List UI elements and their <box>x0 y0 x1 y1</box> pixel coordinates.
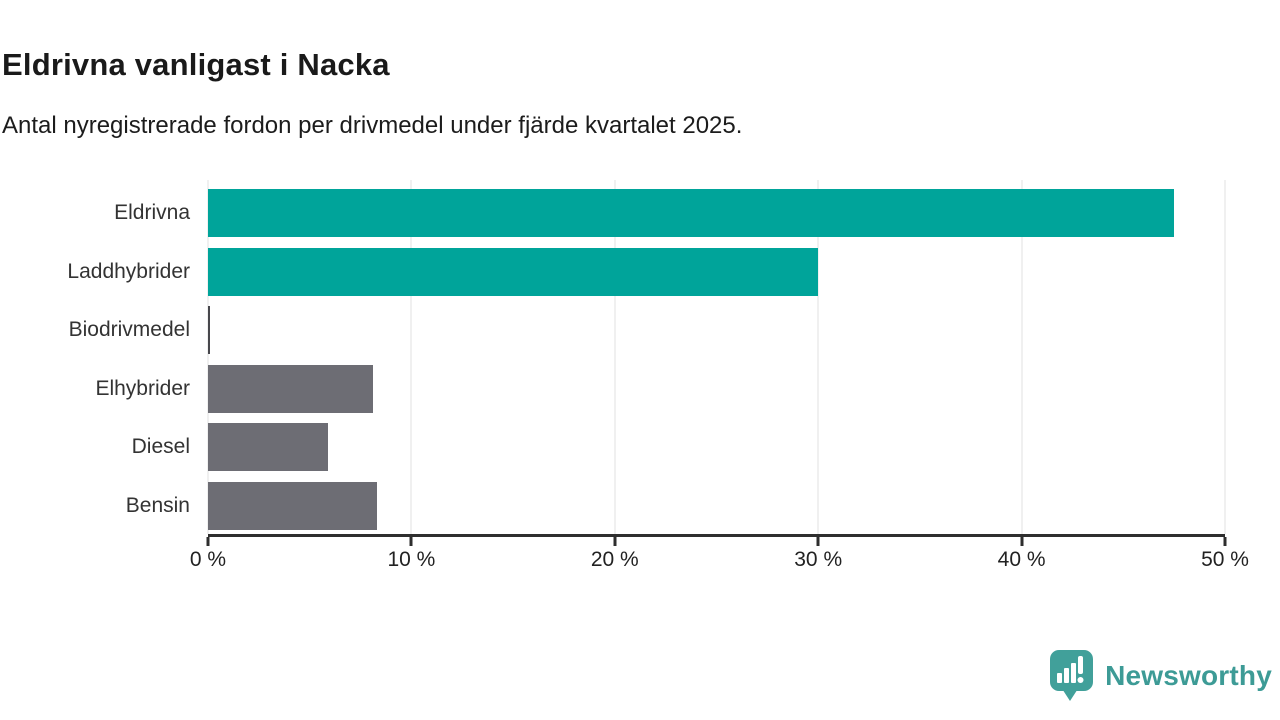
x-axis-tick-label-40: 40 % <box>997 548 1046 571</box>
x-axis-tick-label-0: 0 % <box>189 548 227 571</box>
gridline-20 <box>614 180 616 534</box>
x-axis-tick-labels: 0 % 10 % 20 % 30 % 40 % 50 % <box>0 548 1280 578</box>
gridline-0 <box>207 180 209 534</box>
bar-eldrivna <box>208 189 1175 237</box>
x-axis-tick-40 <box>1020 537 1024 546</box>
gridline-40 <box>1021 180 1023 534</box>
category-label-biodrivmedel: Biodrivmedel <box>68 318 190 342</box>
x-axis-tick-30 <box>816 537 820 546</box>
gridline-10 <box>410 180 412 534</box>
bar-elhybrider <box>208 364 373 413</box>
category-label-diesel: Diesel <box>131 435 190 459</box>
x-axis-tick-label-30: 30 % <box>794 548 843 571</box>
x-axis-tick-10 <box>409 537 413 546</box>
category-label-elhybrider: Elhybrider <box>95 376 190 400</box>
gridline-50 <box>1224 180 1226 534</box>
bar-diesel <box>208 423 328 472</box>
x-axis-tick-0 <box>206 537 210 546</box>
x-axis-tick-label-50: 50 % <box>1201 548 1249 571</box>
gridline-30 <box>817 180 819 534</box>
bar-laddhybrider <box>208 247 819 296</box>
x-axis-tick-label-10: 10 % <box>387 548 436 571</box>
category-label-bensin: Bensin <box>125 494 190 517</box>
x-axis-tick-label-20: 20 % <box>590 548 639 571</box>
chart-subtitle: Antal nyregistrerade fordon per drivmede… <box>2 112 743 139</box>
newsworthy-logo-icon <box>1047 648 1095 704</box>
x-axis-tick-20 <box>613 537 617 546</box>
bar-bensin <box>208 482 377 530</box>
newsworthy-branding: Newsworthy <box>1047 648 1272 704</box>
category-label-eldrivna: Eldrivna <box>114 201 190 224</box>
category-label-laddhybrider: Laddhybrider <box>67 259 190 283</box>
brand-name: Newsworthy <box>1105 660 1272 691</box>
bar-chart-plot-area <box>206 180 1227 546</box>
x-axis-tick-50 <box>1223 537 1227 546</box>
bar-biodrivmedel <box>208 306 211 355</box>
chart-title: Eldrivna vanligast i Nacka <box>2 46 390 82</box>
category-axis-labels: Eldrivna Laddhybrider Biodrivmedel Elhybrid… <box>0 180 190 534</box>
